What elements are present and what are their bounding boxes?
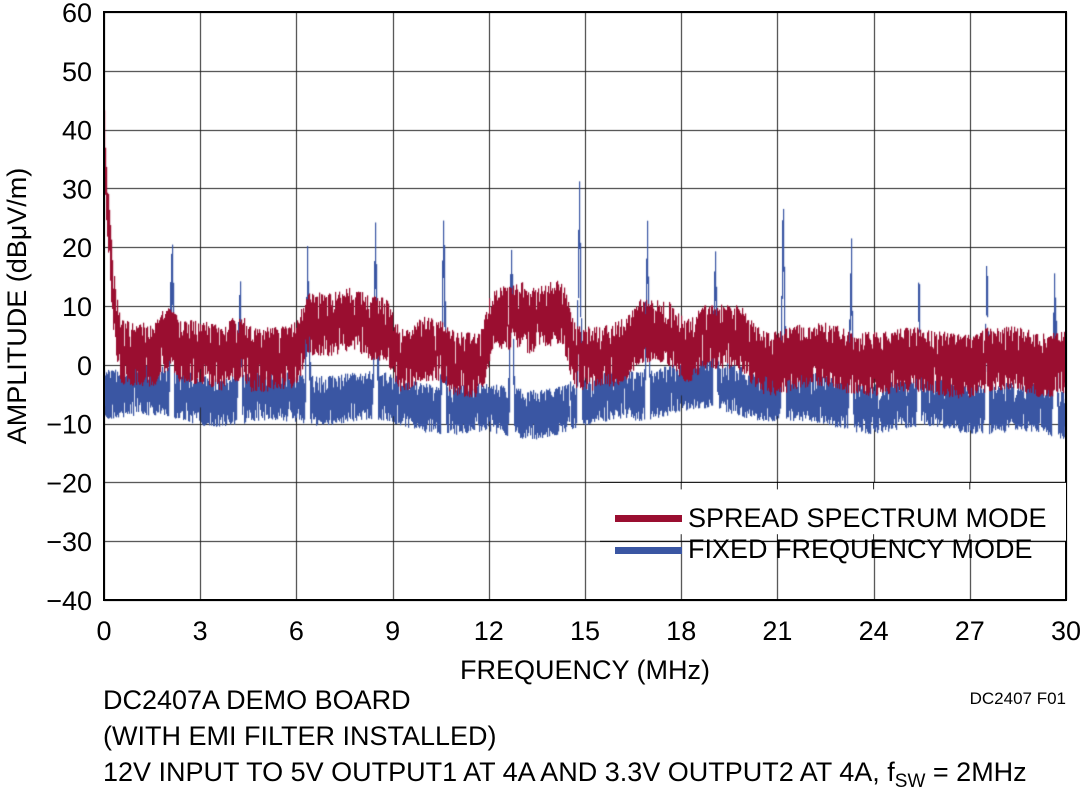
svg-text:18: 18 [666, 616, 696, 646]
svg-text:12: 12 [474, 616, 504, 646]
svg-text:27: 27 [955, 616, 985, 646]
svg-text:−20: −20 [46, 468, 92, 498]
svg-text:6: 6 [289, 616, 304, 646]
svg-text:40: 40 [62, 116, 92, 146]
svg-text:FIXED FREQUENCY MODE: FIXED FREQUENCY MODE [688, 534, 1033, 564]
svg-text:−40: −40 [46, 586, 92, 616]
svg-text:9: 9 [385, 616, 400, 646]
svg-text:FREQUENCY (MHz): FREQUENCY (MHz) [460, 655, 710, 685]
svg-text:20: 20 [62, 233, 92, 263]
svg-text:24: 24 [859, 616, 889, 646]
svg-text:12V INPUT TO 5V OUTPUT1 AT 4A: 12V INPUT TO 5V OUTPUT1 AT 4A AND 3.3V O… [103, 757, 1027, 790]
svg-text:AMPLITUDE (dBμV/m): AMPLITUDE (dBμV/m) [2, 168, 32, 445]
svg-text:60: 60 [62, 0, 92, 28]
svg-text:−30: −30 [46, 527, 92, 557]
svg-text:DC2407A DEMO BOARD: DC2407A DEMO BOARD [103, 685, 411, 715]
svg-text:0: 0 [77, 351, 92, 381]
svg-text:30: 30 [62, 174, 92, 204]
svg-text:SPREAD SPECTRUM MODE: SPREAD SPECTRUM MODE [688, 503, 1047, 533]
svg-text:DC2407 F01: DC2407 F01 [970, 689, 1066, 708]
svg-text:10: 10 [62, 292, 92, 322]
svg-text:50: 50 [62, 57, 92, 87]
svg-text:−10: −10 [46, 410, 92, 440]
svg-text:15: 15 [570, 616, 600, 646]
svg-text:(WITH EMI FILTER INSTALLED): (WITH EMI FILTER INSTALLED) [103, 721, 497, 751]
svg-text:0: 0 [96, 616, 111, 646]
svg-text:21: 21 [762, 616, 792, 646]
svg-text:30: 30 [1051, 616, 1080, 646]
svg-text:3: 3 [193, 616, 208, 646]
